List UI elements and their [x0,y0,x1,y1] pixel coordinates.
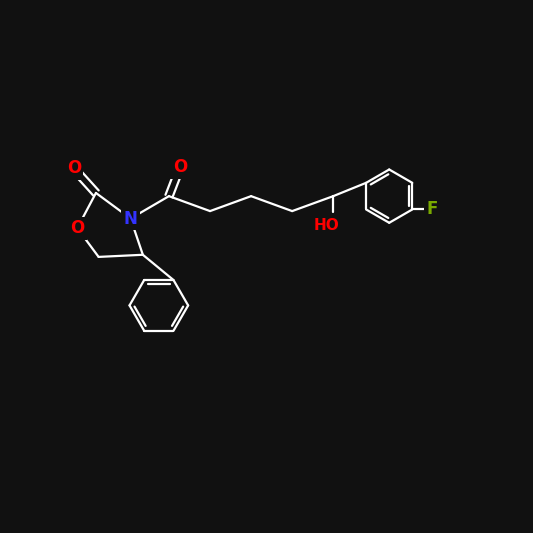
Text: HO: HO [314,218,340,233]
Text: O: O [173,158,187,176]
Text: O: O [67,159,81,177]
Text: F: F [427,200,438,219]
Text: O: O [70,219,84,237]
Text: N: N [124,209,138,228]
